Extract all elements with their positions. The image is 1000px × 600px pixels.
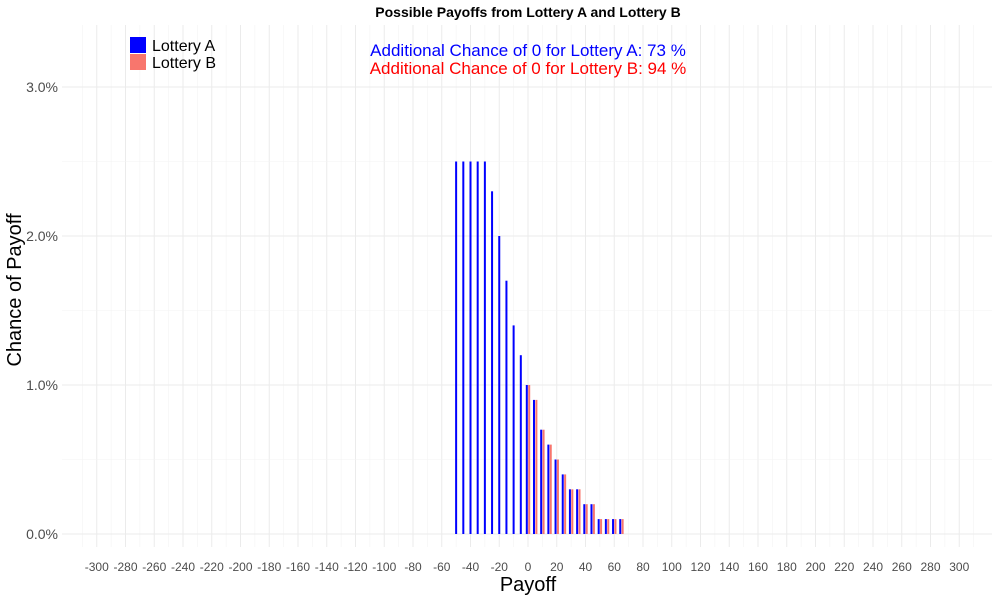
bar-lottery-a bbox=[462, 161, 465, 534]
x-tick-label: -160 bbox=[286, 560, 310, 574]
x-axis-title: Payoff bbox=[500, 574, 557, 596]
bar-lottery-b bbox=[535, 399, 538, 534]
bar-lottery-b bbox=[607, 519, 610, 534]
bar-lottery-a bbox=[498, 236, 501, 534]
x-tick-label: 0 bbox=[525, 560, 532, 574]
x-tick-label: 160 bbox=[748, 560, 768, 574]
x-tick-label: 180 bbox=[777, 560, 797, 574]
x-tick-label: -280 bbox=[113, 560, 137, 574]
x-tick-label: 60 bbox=[608, 560, 622, 574]
x-tick-label: -220 bbox=[200, 560, 224, 574]
bar-lottery-b bbox=[542, 429, 545, 534]
bar-lottery-b bbox=[585, 504, 588, 534]
bar-lottery-b bbox=[528, 385, 531, 534]
y-tick-label: 2.0% bbox=[26, 228, 58, 244]
bar-lottery-a bbox=[583, 504, 586, 534]
bar-lottery-a bbox=[604, 519, 607, 534]
y-tick-label: 1.0% bbox=[26, 377, 58, 393]
bar-lottery-b bbox=[592, 504, 595, 534]
x-tick-label: -180 bbox=[257, 560, 281, 574]
bar-lottery-a bbox=[532, 399, 535, 534]
chart-title: Possible Payoffs from Lottery A and Lott… bbox=[375, 4, 680, 20]
legend: Lottery A Lottery B bbox=[130, 37, 216, 72]
x-tick-label: -80 bbox=[404, 560, 422, 574]
x-tick-label: -140 bbox=[315, 560, 339, 574]
x-tick-label: -60 bbox=[433, 560, 451, 574]
bar-lottery-a bbox=[576, 489, 579, 534]
bar-lottery-a bbox=[455, 161, 458, 534]
x-tick-label: 260 bbox=[892, 560, 912, 574]
bar-lottery-a bbox=[540, 429, 543, 534]
bar-lottery-a bbox=[619, 519, 622, 534]
legend-swatch-lottery-a bbox=[130, 37, 146, 53]
x-tick-label: 220 bbox=[834, 560, 854, 574]
bar-lottery-a bbox=[561, 474, 564, 534]
legend-swatch-lottery-b bbox=[130, 54, 146, 70]
bar-lottery-a bbox=[469, 161, 472, 534]
bar-lottery-b bbox=[556, 459, 559, 534]
x-tick-label: 300 bbox=[949, 560, 969, 574]
legend-label-lottery-b: Lottery B bbox=[152, 55, 216, 72]
bar-lottery-a bbox=[519, 355, 522, 534]
x-tick-label: 200 bbox=[805, 560, 825, 574]
bar-lottery-a bbox=[597, 519, 600, 534]
x-tick-label: 120 bbox=[690, 560, 710, 574]
x-tick-label: -240 bbox=[171, 560, 195, 574]
bar-lottery-a bbox=[483, 161, 486, 534]
bar-lottery-a bbox=[590, 504, 593, 534]
bar-lottery-b bbox=[549, 444, 552, 534]
x-tick-label: 80 bbox=[636, 560, 650, 574]
bar-lottery-a bbox=[547, 444, 550, 534]
bar-lottery-a bbox=[554, 459, 557, 534]
y-axis-title: Chance of Payoff bbox=[4, 213, 26, 367]
bar-lottery-a bbox=[525, 385, 528, 534]
x-tick-label: -40 bbox=[462, 560, 480, 574]
x-tick-label: -200 bbox=[228, 560, 252, 574]
legend-label-lottery-a: Lottery A bbox=[152, 38, 215, 55]
bar-lottery-a bbox=[568, 489, 571, 534]
x-axis-ticks: -300 -280 -260 -240 -220 -200 -180 -160 -140 -120… bbox=[85, 560, 970, 574]
y-axis-ticks: 0.0% 1.0% 2.0% 3.0% bbox=[26, 79, 58, 542]
x-tick-label: 280 bbox=[920, 560, 940, 574]
bar-lottery-b bbox=[614, 519, 617, 534]
bar-lottery-b bbox=[571, 489, 574, 534]
x-tick-label: -300 bbox=[85, 560, 109, 574]
bar-lottery-b bbox=[621, 519, 624, 534]
x-tick-label: 20 bbox=[550, 560, 564, 574]
annotation-lottery-a: Additional Chance of 0 for Lottery A: 73… bbox=[370, 41, 686, 60]
bar-lottery-b bbox=[578, 489, 581, 534]
bar-lottery-a bbox=[476, 161, 479, 534]
x-tick-label: 140 bbox=[719, 560, 739, 574]
x-tick-label: -260 bbox=[142, 560, 166, 574]
grid bbox=[62, 25, 992, 547]
x-tick-label: -100 bbox=[372, 560, 396, 574]
annotation-lottery-b: Additional Chance of 0 for Lottery B: 94… bbox=[370, 59, 687, 78]
x-tick-label: 40 bbox=[579, 560, 593, 574]
bar-lottery-b bbox=[564, 474, 567, 534]
x-tick-label: -20 bbox=[491, 560, 509, 574]
bar-lottery-a bbox=[612, 519, 615, 534]
y-tick-label: 0.0% bbox=[26, 526, 58, 542]
bar-lottery-b bbox=[600, 519, 603, 534]
bar-lottery-a bbox=[505, 280, 508, 534]
bars bbox=[455, 161, 624, 535]
y-tick-label: 3.0% bbox=[26, 79, 58, 95]
bar-lottery-a bbox=[491, 191, 494, 535]
x-tick-label: 100 bbox=[662, 560, 682, 574]
x-tick-label: 240 bbox=[863, 560, 883, 574]
bar-lottery-a bbox=[512, 325, 515, 534]
x-tick-label: -120 bbox=[343, 560, 367, 574]
